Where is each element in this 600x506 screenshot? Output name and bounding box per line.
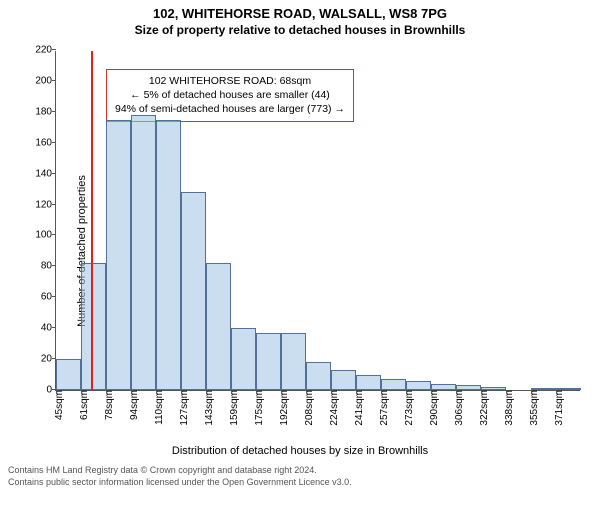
x-tick-mark xyxy=(406,390,407,394)
info-line-2: ← 5% of detached houses are smaller (44) xyxy=(115,88,345,102)
x-tick-mark xyxy=(81,390,82,394)
footer-line-2: Contains public sector information licen… xyxy=(8,477,592,489)
x-tick-label: 110sqm xyxy=(152,390,165,425)
x-tick-label: 192sqm xyxy=(277,390,290,426)
x-tick-mark xyxy=(106,390,107,394)
y-tick-mark xyxy=(52,80,56,81)
y-tick-mark xyxy=(52,234,56,235)
chart-container: Number of detached properties 102 WHITEH… xyxy=(0,41,600,461)
y-tick-label: 40 xyxy=(41,323,56,334)
histogram-bar xyxy=(406,381,431,390)
y-tick-label: 20 xyxy=(41,354,56,365)
y-tick-label: 80 xyxy=(41,261,56,272)
x-tick-mark xyxy=(456,390,457,394)
x-tick-label: 127sqm xyxy=(177,390,190,426)
x-tick-mark xyxy=(356,390,357,394)
x-tick-mark xyxy=(156,390,157,394)
x-tick-label: 241sqm xyxy=(352,390,365,426)
histogram-bar xyxy=(231,328,256,390)
y-tick-mark xyxy=(52,296,56,297)
x-tick-mark xyxy=(381,390,382,394)
x-tick-mark xyxy=(181,390,182,394)
page-subtitle: Size of property relative to detached ho… xyxy=(0,23,600,37)
x-tick-mark xyxy=(256,390,257,394)
x-tick-mark xyxy=(306,390,307,394)
y-tick-mark xyxy=(52,265,56,266)
y-tick-label: 200 xyxy=(35,75,56,86)
x-tick-mark xyxy=(231,390,232,394)
y-tick-mark xyxy=(52,327,56,328)
x-axis-label: Distribution of detached houses by size … xyxy=(0,445,600,457)
x-tick-label: 224sqm xyxy=(327,390,340,426)
y-tick-mark xyxy=(52,204,56,205)
histogram-bar xyxy=(81,263,106,390)
x-tick-mark xyxy=(556,390,557,394)
x-tick-label: 78sqm xyxy=(102,390,115,420)
y-tick-mark xyxy=(52,173,56,174)
x-tick-mark xyxy=(56,390,57,394)
y-tick-label: 100 xyxy=(35,230,56,241)
y-tick-mark xyxy=(52,111,56,112)
y-tick-label: 220 xyxy=(35,45,56,56)
x-tick-label: 355sqm xyxy=(527,390,540,426)
x-tick-mark xyxy=(331,390,332,394)
x-tick-label: 94sqm xyxy=(127,390,140,420)
x-tick-mark xyxy=(281,390,282,394)
histogram-bar xyxy=(106,120,131,390)
histogram-bar xyxy=(131,115,156,390)
plot-area: 102 WHITEHORSE ROAD: 68sqm ← 5% of detac… xyxy=(55,51,580,391)
histogram-bar xyxy=(306,362,331,390)
x-tick-mark xyxy=(431,390,432,394)
marker-line xyxy=(91,51,93,390)
x-tick-label: 159sqm xyxy=(227,390,240,426)
histogram-bar xyxy=(156,120,181,390)
x-tick-label: 290sqm xyxy=(427,390,440,426)
x-tick-mark xyxy=(506,390,507,394)
info-line-1: 102 WHITEHORSE ROAD: 68sqm xyxy=(115,74,345,88)
x-tick-label: 61sqm xyxy=(77,390,90,420)
y-tick-mark xyxy=(52,49,56,50)
x-tick-mark xyxy=(481,390,482,394)
x-tick-mark xyxy=(131,390,132,394)
y-tick-label: 120 xyxy=(35,199,56,210)
histogram-bar xyxy=(381,379,406,390)
x-tick-label: 338sqm xyxy=(502,390,515,426)
x-tick-label: 322sqm xyxy=(477,390,490,426)
x-tick-label: 273sqm xyxy=(402,390,415,426)
histogram-bar xyxy=(281,333,306,390)
x-tick-label: 371sqm xyxy=(552,390,565,426)
footer-line-1: Contains HM Land Registry data © Crown c… xyxy=(8,465,592,477)
page-title: 102, WHITEHORSE ROAD, WALSALL, WS8 7PG xyxy=(0,6,600,21)
x-tick-label: 257sqm xyxy=(377,390,390,426)
histogram-bar xyxy=(256,333,281,390)
x-tick-label: 45sqm xyxy=(52,390,65,420)
footer: Contains HM Land Registry data © Crown c… xyxy=(0,461,600,488)
info-box: 102 WHITEHORSE ROAD: 68sqm ← 5% of detac… xyxy=(106,69,354,122)
histogram-bar xyxy=(331,370,356,390)
histogram-bar xyxy=(356,375,381,390)
y-tick-label: 140 xyxy=(35,168,56,179)
x-tick-mark xyxy=(206,390,207,394)
x-tick-label: 143sqm xyxy=(202,390,215,426)
y-tick-mark xyxy=(52,142,56,143)
y-tick-label: 60 xyxy=(41,292,56,303)
histogram-bar xyxy=(181,192,206,390)
x-tick-mark xyxy=(531,390,532,394)
x-tick-label: 175sqm xyxy=(252,390,265,426)
histogram-bar xyxy=(56,359,81,390)
y-tick-label: 180 xyxy=(35,106,56,117)
histogram-bar xyxy=(206,263,231,390)
x-tick-label: 306sqm xyxy=(452,390,465,426)
y-tick-label: 160 xyxy=(35,137,56,148)
x-tick-label: 208sqm xyxy=(302,390,315,426)
